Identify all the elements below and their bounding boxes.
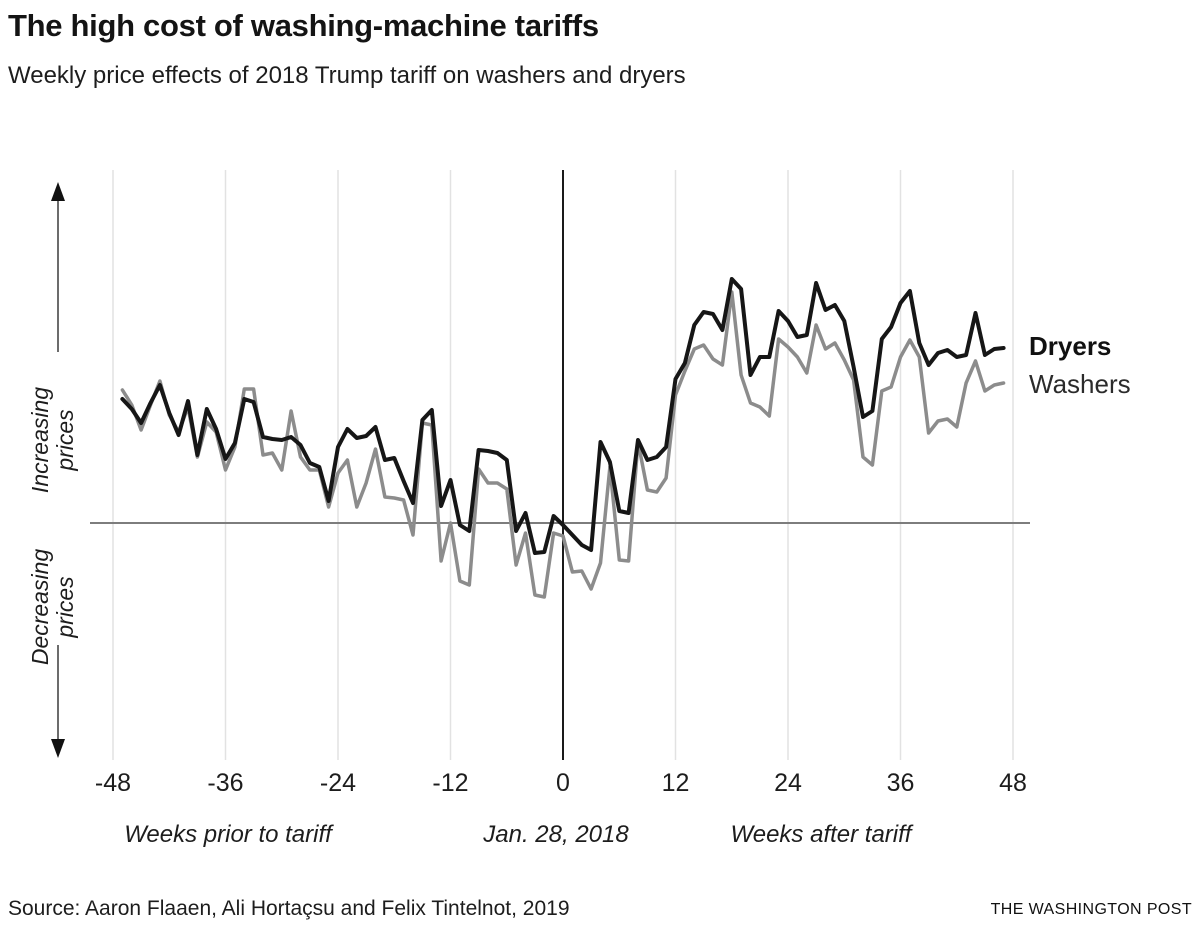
x-tick-48: 48 xyxy=(999,769,1027,797)
x-tick--48: -48 xyxy=(95,769,131,797)
decreasing-prices-label-line1: Decreasing xyxy=(27,549,53,666)
tariff-date-annotation: Jan. 28, 2018 xyxy=(482,821,629,848)
weeks-after-annotation: Weeks after tariff xyxy=(731,821,914,848)
x-tick--36: -36 xyxy=(207,769,243,797)
legend-label-dryers: Dryers xyxy=(1029,331,1112,361)
page-title: The high cost of washing-machine tariffs xyxy=(8,8,599,43)
x-tick--12: -12 xyxy=(432,769,468,797)
increasing-arrow xyxy=(51,182,65,352)
decreasing-arrow xyxy=(51,645,65,758)
dryers-line xyxy=(120,277,1006,555)
x-tick-24: 24 xyxy=(774,769,802,797)
arrow-up-icon xyxy=(51,182,65,201)
x-axis-tick-labels: -48 -36 -24 -12 0 12 24 36 48 xyxy=(95,769,1027,797)
washers-line xyxy=(120,290,1006,599)
weeks-prior-annotation: Weeks prior to tariff xyxy=(124,821,334,848)
vertical-gridlines xyxy=(112,170,1014,760)
increasing-prices-label-line1: Increasing xyxy=(27,387,53,493)
y-axis-labels: Increasing prices Decreasing prices xyxy=(27,387,78,665)
x-tick-0: 0 xyxy=(556,769,570,797)
increasing-prices-label-line2: prices xyxy=(52,409,78,472)
chart-subtitle: Weekly price effects of 2018 Trump tarif… xyxy=(8,62,686,89)
publisher-credit: THE WASHINGTON POST xyxy=(990,901,1192,918)
x-tick-12: 12 xyxy=(662,769,690,797)
x-axis-annotations: Weeks prior to tariff Jan. 28, 2018 Week… xyxy=(124,821,914,848)
legend-label-washers: Washers xyxy=(1029,369,1131,399)
x-tick--24: -24 xyxy=(320,769,356,797)
decreasing-prices-label-line2: prices xyxy=(52,576,78,639)
x-tick-36: 36 xyxy=(887,769,915,797)
source-attribution: Source: Aaron Flaaen, Ali Hortaçsu and F… xyxy=(8,897,570,920)
arrow-down-icon xyxy=(51,739,65,758)
